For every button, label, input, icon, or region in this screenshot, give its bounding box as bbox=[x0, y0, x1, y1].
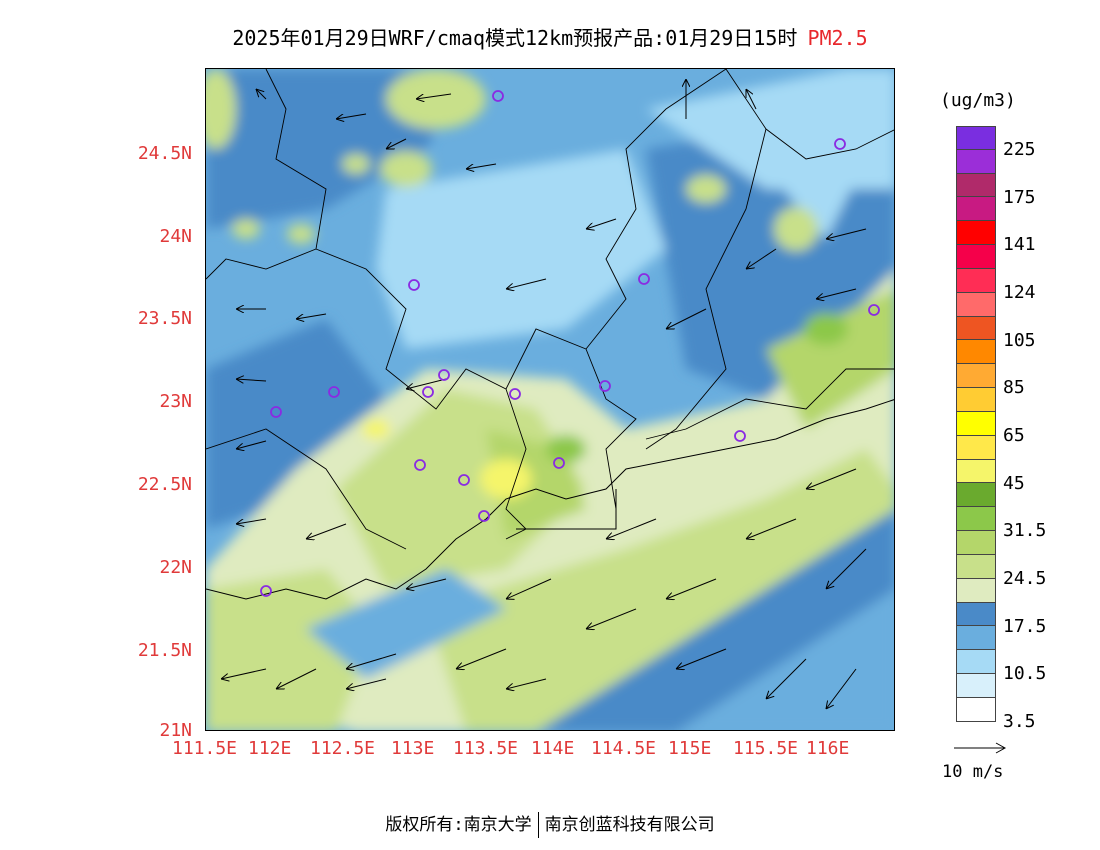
colorbar-swatch bbox=[956, 197, 996, 222]
lon-label: 115E bbox=[668, 738, 712, 759]
wind-reference-arrow bbox=[954, 742, 1007, 754]
lat-label: 23N bbox=[159, 391, 192, 412]
colorbar-label: 175 bbox=[1003, 186, 1036, 208]
lat-label: 22N bbox=[159, 557, 192, 578]
colorbar-swatch bbox=[956, 459, 996, 484]
monitoring-stations bbox=[260, 90, 880, 597]
title-text: 2025年01月29日WRF/cmaq模式12km预报产品:01月29日15时 bbox=[232, 26, 798, 50]
lon-label: 111.5E bbox=[172, 738, 238, 759]
pollutant-label: PM2.5 bbox=[807, 26, 868, 50]
colorbar-swatch bbox=[956, 531, 996, 555]
company-text: 南京创蓝科技有限公司 bbox=[544, 815, 715, 835]
lon-label: 113E bbox=[391, 738, 435, 759]
colorbar-swatch bbox=[956, 245, 996, 269]
lat-label: 22.5N bbox=[137, 474, 192, 495]
colorbar-label: 85 bbox=[1003, 377, 1025, 399]
colorbar-swatch bbox=[956, 126, 996, 150]
colorbar-label: 3.5 bbox=[1003, 711, 1036, 732]
lat-label: 24N bbox=[159, 226, 192, 247]
colorbar-label: 24.5 bbox=[1003, 567, 1047, 589]
map-title: 2025年01月29日WRF/cmaq模式12km预报产品:01月29日15时 P… bbox=[0, 22, 1100, 51]
colorbar-swatch bbox=[956, 554, 996, 579]
lon-label: 115.5E bbox=[733, 738, 799, 759]
map-field bbox=[206, 69, 894, 730]
copyright-text: 版权所有:南京大学 bbox=[385, 815, 532, 835]
colorbar-swatch bbox=[956, 221, 996, 246]
footer: 版权所有:南京大学 南京创蓝科技有限公司 bbox=[0, 810, 1100, 838]
colorbar-swatch bbox=[956, 149, 996, 174]
lat-label: 21.5N bbox=[137, 640, 192, 661]
colorbar-swatch bbox=[956, 674, 996, 698]
lon-label: 112.5E bbox=[310, 738, 376, 759]
wind-arrows bbox=[221, 79, 867, 709]
lon-label: 114.5E bbox=[591, 738, 657, 759]
colorbar-label: 45 bbox=[1003, 472, 1025, 494]
colorbar-label: 17.5 bbox=[1003, 615, 1047, 637]
concentration-map bbox=[205, 68, 895, 731]
colorbar-label: 65 bbox=[1003, 424, 1025, 446]
colorbar-swatch bbox=[956, 340, 996, 365]
lat-label: 21N bbox=[159, 720, 192, 741]
footer-divider bbox=[537, 812, 539, 838]
colorbar-swatch bbox=[956, 268, 996, 293]
wind-reference-label: 10 m/s bbox=[942, 762, 1004, 782]
colorbar-swatch bbox=[956, 388, 996, 412]
colorbar bbox=[956, 126, 996, 722]
colorbar-label: 105 bbox=[1003, 329, 1036, 351]
colorbar-swatch bbox=[956, 650, 996, 675]
colorbar-swatch bbox=[956, 292, 996, 317]
lat-label: 23.5N bbox=[137, 308, 192, 329]
lon-label: 116E bbox=[806, 738, 850, 759]
colorbar-label: 31.5 bbox=[1003, 520, 1047, 542]
colorbar-label: 10.5 bbox=[1003, 663, 1047, 685]
colorbar-swatch bbox=[956, 483, 996, 508]
lon-label: 112E bbox=[248, 738, 292, 759]
colorbar-swatch bbox=[956, 364, 996, 389]
colorbar-swatch bbox=[956, 602, 996, 627]
colorbar-swatch bbox=[956, 578, 996, 603]
colorbar-swatch bbox=[956, 507, 996, 532]
lon-label: 113.5E bbox=[453, 738, 519, 759]
colorbar-swatch bbox=[956, 411, 996, 436]
colorbar-swatch bbox=[956, 697, 996, 722]
colorbar-unit: (ug/m3) bbox=[940, 90, 1016, 111]
colorbar-label: 124 bbox=[1003, 281, 1036, 303]
lat-label: 24.5N bbox=[137, 143, 192, 164]
colorbar-label: 225 bbox=[1003, 138, 1036, 160]
colorbar-swatch bbox=[956, 316, 996, 341]
lon-label: 114E bbox=[531, 738, 575, 759]
colorbar-label: 141 bbox=[1003, 234, 1036, 256]
colorbar-swatch bbox=[956, 435, 996, 460]
colorbar-swatch bbox=[956, 173, 996, 198]
colorbar-swatch bbox=[956, 626, 996, 651]
